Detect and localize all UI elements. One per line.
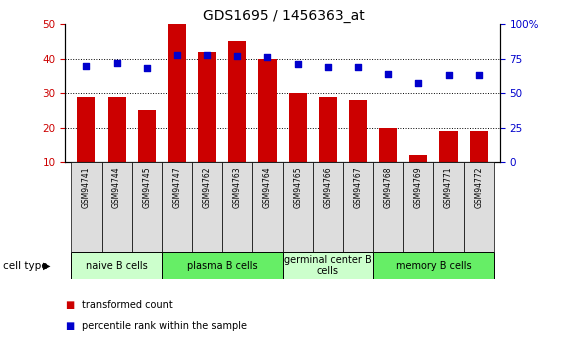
Text: GSM94765: GSM94765 (293, 167, 302, 208)
Text: ■: ■ (65, 300, 74, 310)
Text: GSM94763: GSM94763 (233, 167, 242, 208)
FancyBboxPatch shape (373, 252, 494, 279)
Bar (470, 131, 488, 162)
Bar (289, 93, 307, 162)
Text: GSM94771: GSM94771 (444, 167, 453, 208)
FancyBboxPatch shape (463, 162, 494, 252)
Text: GSM94762: GSM94762 (203, 167, 212, 208)
Text: GDS1695 / 1456363_at: GDS1695 / 1456363_at (203, 9, 365, 23)
Point (383, 71, 392, 77)
Text: GSM94769: GSM94769 (414, 167, 423, 208)
Text: GSM94764: GSM94764 (263, 167, 272, 208)
Text: percentile rank within the sample: percentile rank within the sample (82, 321, 247, 331)
FancyBboxPatch shape (403, 162, 433, 252)
Point (444, 72, 453, 78)
Text: memory B cells: memory B cells (396, 261, 471, 270)
Text: GSM94741: GSM94741 (82, 167, 91, 208)
Text: GSM94772: GSM94772 (474, 167, 483, 208)
Bar (349, 100, 367, 162)
Bar (198, 52, 216, 162)
Text: GSM94766: GSM94766 (323, 167, 332, 208)
FancyBboxPatch shape (72, 162, 102, 252)
Text: ▶: ▶ (43, 261, 51, 270)
Text: naive B cells: naive B cells (86, 261, 148, 270)
Bar (379, 128, 397, 162)
FancyBboxPatch shape (162, 252, 283, 279)
FancyBboxPatch shape (373, 162, 403, 252)
Point (293, 61, 302, 67)
Text: germinal center B
cells: germinal center B cells (284, 255, 371, 276)
Text: ■: ■ (65, 321, 74, 331)
FancyBboxPatch shape (222, 162, 252, 252)
Text: GSM94768: GSM94768 (384, 167, 392, 208)
Text: GSM94745: GSM94745 (143, 167, 151, 208)
FancyBboxPatch shape (283, 252, 373, 279)
FancyBboxPatch shape (313, 162, 343, 252)
Bar (77, 97, 95, 162)
Bar (258, 59, 277, 162)
Point (82, 63, 91, 68)
FancyBboxPatch shape (433, 162, 463, 252)
Bar (107, 97, 126, 162)
FancyBboxPatch shape (192, 162, 222, 252)
FancyBboxPatch shape (132, 162, 162, 252)
Bar (410, 155, 427, 162)
Text: GSM94744: GSM94744 (112, 167, 121, 208)
Point (173, 52, 182, 57)
FancyBboxPatch shape (102, 162, 132, 252)
Bar (440, 131, 458, 162)
Text: GSM94767: GSM94767 (353, 167, 362, 208)
Point (142, 66, 151, 71)
Text: GSM94747: GSM94747 (173, 167, 181, 208)
Point (112, 60, 121, 66)
Text: transformed count: transformed count (82, 300, 173, 310)
Point (323, 64, 332, 70)
Point (233, 53, 242, 59)
FancyBboxPatch shape (162, 162, 192, 252)
Point (203, 52, 212, 57)
Bar (168, 24, 186, 162)
Bar (319, 97, 337, 162)
FancyBboxPatch shape (283, 162, 313, 252)
Text: cell type: cell type (3, 261, 48, 270)
FancyBboxPatch shape (252, 162, 283, 252)
FancyBboxPatch shape (343, 162, 373, 252)
Point (263, 55, 272, 60)
Point (414, 81, 423, 86)
Bar (228, 41, 247, 162)
Point (474, 72, 483, 78)
FancyBboxPatch shape (72, 252, 162, 279)
Point (353, 64, 362, 70)
Bar (138, 110, 156, 162)
Text: plasma B cells: plasma B cells (187, 261, 257, 270)
